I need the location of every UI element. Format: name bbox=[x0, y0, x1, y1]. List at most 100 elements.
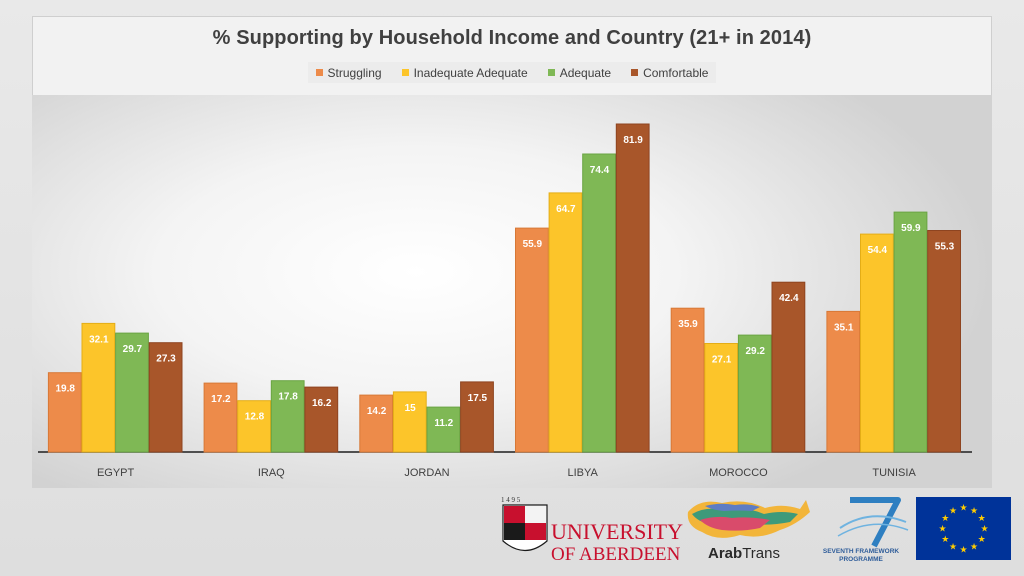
x-tick-label: EGYPT bbox=[97, 467, 135, 479]
eu-star-icon: ★ bbox=[941, 513, 949, 523]
x-tick-label: TUNISIA bbox=[872, 467, 916, 479]
bar-egypt-struggling bbox=[47, 372, 82, 453]
legend-swatch-icon bbox=[315, 69, 323, 76]
eu-star-icon: ★ bbox=[959, 545, 967, 555]
legend-item: Adequate bbox=[547, 65, 612, 80]
bar-chart: 19.8 32.1 29.7 27.3 EGYPT 17.2 12.8 17.8 16.2 IRA… bbox=[38, 123, 972, 479]
fp7-swoosh-icon bbox=[837, 523, 909, 537]
bar-jordan-comfortable bbox=[460, 381, 494, 453]
bar-tunisia-comfortable bbox=[927, 230, 962, 453]
arabtrans-map-icon bbox=[700, 516, 770, 531]
data-label: 27.3 bbox=[156, 354, 176, 365]
legend-label: Adequate bbox=[559, 65, 612, 80]
data-label: 64.7 bbox=[556, 204, 576, 215]
legend-label: Inadequate Adequate bbox=[413, 65, 528, 80]
eu-star-icon: ★ bbox=[980, 524, 988, 534]
legend-item: Struggling bbox=[315, 65, 382, 80]
eu-star-icon: ★ bbox=[941, 534, 949, 544]
bar-libya-adequate bbox=[582, 153, 617, 453]
data-label: 35.1 bbox=[834, 322, 854, 333]
data-label: 17.8 bbox=[278, 392, 298, 403]
crest-quarter-icon bbox=[504, 506, 525, 523]
crest-quarter-icon bbox=[525, 506, 546, 523]
bar-morocco-struggling bbox=[670, 307, 705, 453]
bar-iraq-comfortable bbox=[304, 386, 339, 453]
x-tick-label: JORDAN bbox=[404, 467, 449, 479]
fp7-text-line2: PROGRAMME bbox=[839, 556, 883, 563]
bar-egypt-inadequate-adequate bbox=[81, 322, 116, 453]
data-label: 17.2 bbox=[211, 394, 231, 405]
fp7-swoosh-icon bbox=[839, 515, 907, 529]
data-label: 81.9 bbox=[623, 135, 643, 146]
x-tick-label: LIBYA bbox=[568, 467, 599, 479]
bar-iraq-inadequate-adequate bbox=[237, 400, 271, 453]
arabtrans-bold: Arab bbox=[708, 545, 742, 562]
data-label: 59.9 bbox=[901, 223, 921, 234]
bar-iraq-struggling bbox=[203, 382, 238, 453]
fp7-text-line1: SEVENTH FRAMEWORK bbox=[823, 548, 900, 555]
data-label: 29.2 bbox=[745, 346, 765, 357]
eu-star-icon: ★ bbox=[970, 542, 978, 552]
data-label: 15 bbox=[405, 403, 417, 414]
data-label: 12.8 bbox=[245, 412, 265, 423]
bar-morocco-comfortable bbox=[771, 281, 806, 453]
eu-star-icon: ★ bbox=[949, 505, 957, 515]
arabtrans-wordmark: ArabTrans bbox=[708, 545, 780, 562]
bar-jordan-inadequate-adequate bbox=[392, 391, 427, 453]
labels-layer: 19.8 32.1 29.7 27.3 EGYPT 17.2 12.8 17.8 16.2 IRA… bbox=[55, 135, 954, 479]
data-label: 54.4 bbox=[868, 245, 888, 256]
data-label: 19.8 bbox=[55, 384, 75, 395]
bar-libya-struggling bbox=[515, 227, 549, 453]
data-label: 27.1 bbox=[712, 355, 732, 366]
data-label: 11.2 bbox=[434, 418, 453, 429]
data-label: 17.5 bbox=[468, 393, 488, 404]
eu-stars: ★ ★★★★★★★★★★★ bbox=[938, 503, 988, 555]
data-label: 29.7 bbox=[123, 344, 143, 355]
bar-libya-comfortable bbox=[615, 123, 650, 453]
legend-label: Struggling bbox=[327, 65, 382, 80]
data-label: 55.9 bbox=[523, 239, 543, 250]
bar-tunisia-struggling bbox=[826, 310, 861, 453]
eu-flag-icon bbox=[916, 497, 1011, 560]
bar-jordan-adequate bbox=[426, 406, 461, 453]
legend-label: Comfortable bbox=[643, 65, 709, 80]
data-label: 14.2 bbox=[367, 406, 387, 417]
legend-swatch-icon bbox=[547, 69, 555, 76]
bar-jordan-struggling bbox=[359, 394, 394, 453]
eu-star-icon: ★ bbox=[959, 503, 967, 513]
bar-tunisia-adequate bbox=[893, 211, 928, 453]
eu-star-icon: ★ bbox=[970, 505, 978, 515]
university-of-aberdeen-logo: 1 4 9 5 UNIVERSITY OF ABERDEEN bbox=[501, 496, 683, 565]
legend-item: Inadequate Adequate bbox=[401, 65, 528, 80]
data-label: 35.9 bbox=[678, 319, 698, 330]
aberdeen-name-line1: UNIVERSITY bbox=[551, 519, 683, 544]
bar-libya-inadequate-adequate bbox=[548, 192, 583, 453]
data-label: 16.2 bbox=[312, 398, 332, 409]
eu-star-icon: ★ bbox=[978, 513, 986, 523]
x-tick-label: IRAQ bbox=[258, 467, 285, 479]
arabtrans-rest: Trans bbox=[742, 545, 780, 562]
fp7-logo: SEVENTH FRAMEWORK PROGRAMME bbox=[823, 497, 909, 563]
eu-flag-logo: ★ ★★★★★★★★★★★ bbox=[916, 497, 1011, 560]
legend-swatch-icon bbox=[631, 69, 639, 76]
eu-star-icon: ★ bbox=[938, 524, 946, 534]
aberdeen-name-line2: OF ABERDEEN bbox=[551, 544, 681, 565]
data-label: 42.4 bbox=[779, 293, 799, 304]
bar-egypt-adequate bbox=[115, 332, 149, 453]
crest-quarter-icon bbox=[504, 523, 525, 540]
x-tick-label: MOROCCO bbox=[709, 467, 768, 479]
aberdeen-year: 1 4 9 5 bbox=[501, 496, 521, 504]
fp7-seven-icon bbox=[850, 497, 901, 548]
arabtrans-map-icon bbox=[705, 503, 760, 511]
bar-tunisia-inadequate-adequate bbox=[860, 233, 894, 453]
crest-quarter-icon bbox=[525, 523, 546, 540]
bar-egypt-comfortable bbox=[148, 342, 183, 453]
bar-morocco-adequate bbox=[737, 334, 772, 453]
eu-star-icon: ★ bbox=[978, 534, 986, 544]
chart-legend: Struggling Inadequate Adequate Adequate Com… bbox=[308, 62, 716, 83]
bars-layer bbox=[47, 123, 962, 453]
footer-logos: 1 4 9 5 UNIVERSITY OF ABERDEEN ArabTrans… bbox=[501, 496, 1011, 565]
chart-title: % Supporting by Household Income and Cou… bbox=[212, 27, 812, 49]
data-label: 55.3 bbox=[935, 242, 955, 253]
bar-iraq-adequate bbox=[270, 380, 305, 453]
